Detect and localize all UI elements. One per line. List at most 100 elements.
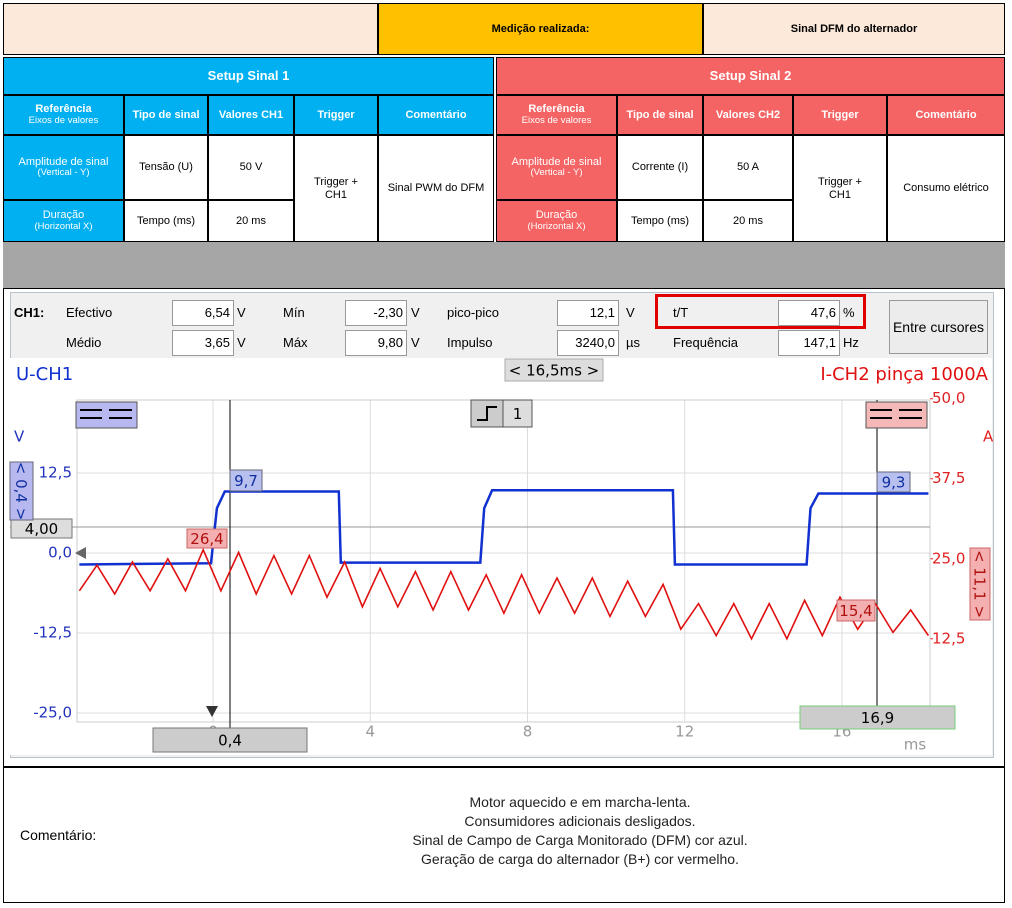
ch2-cursor-value — [836, 599, 876, 622]
highlight-box — [655, 294, 866, 329]
ch1-icon — [75, 401, 138, 429]
readout-label-text: Mín — [283, 304, 305, 320]
x-tick-label: 4 — [365, 723, 375, 741]
comment-lines-text: Sinal de Campo de Carga Monitorado (DFM)… — [412, 832, 748, 848]
column-header: Referência Eixos de valores — [3, 95, 124, 135]
column-header: Tipo de sinal — [617, 95, 703, 135]
readout-label: pico-pico — [447, 300, 547, 326]
comment-lines-text: Consumidores adicionais desligados. — [464, 813, 696, 830]
row-header: Duração (Horizontal X) — [3, 200, 124, 242]
cell: Sinal PWM do DFM — [378, 135, 494, 242]
gray-band — [3, 242, 1005, 288]
trigger-box-label: 1 — [513, 405, 523, 423]
readout-value: 3240,0 — [557, 330, 619, 356]
comment-lines: Motor aquecido e em marcha-lenta. Consumi… — [250, 786, 910, 876]
setup-title-text: Setup Sinal 1 — [207, 67, 290, 83]
readout-unit: V — [411, 300, 441, 326]
readout-value-text: 47,6 — [810, 304, 836, 320]
button-text: Entre cursores — [892, 318, 985, 335]
ch2-cursor-value — [186, 528, 228, 549]
ch2-icon — [865, 401, 928, 429]
column-header: Tipo de sinal — [124, 95, 208, 135]
readout-label-text: Frequência — [673, 334, 739, 350]
ch1-cursor-value-label: 9,3 — [882, 474, 906, 492]
readout-label: Frequência — [673, 330, 773, 356]
readout-unit-text: V — [411, 334, 420, 350]
readout-label: Máx — [283, 330, 383, 356]
x-tick-label: 8 — [523, 723, 533, 741]
readout-unit-text: V — [237, 304, 246, 320]
zero-marker — [75, 547, 86, 559]
channel-label-text: CH1: — [14, 304, 45, 320]
readout-value: -2,30 — [345, 300, 407, 326]
cell: 50 A — [703, 135, 793, 200]
readout-unit: V — [237, 300, 267, 326]
readout-unit: V — [411, 330, 441, 356]
row-header: Amplitude de sinal (Vertical - Y) — [496, 135, 617, 200]
row-header-text: (Vertical - Y) — [530, 167, 583, 179]
readout-unit: Hz — [843, 330, 873, 356]
readout-label: t/T — [673, 300, 773, 326]
setup-title: Setup Sinal 2 — [496, 57, 1005, 95]
ch2-scale — [969, 547, 991, 621]
column-header: Referência Eixos de valores — [496, 95, 617, 135]
column-header: Comentário — [887, 95, 1005, 135]
readout-unit: V — [237, 330, 267, 356]
readout-value: 6,54 — [172, 300, 234, 326]
row-header-text: Amplitude de sinal — [511, 155, 602, 168]
readout-label: Efectivo — [66, 300, 166, 326]
cursor-left-x-label: 0,4 — [218, 732, 242, 750]
cell: Consumo elétrico — [887, 135, 1005, 242]
readout-label-text: Efectivo — [66, 304, 113, 320]
series-line — [79, 489, 929, 566]
reference-level — [10, 518, 73, 539]
y2-tick-label: 25,0 — [932, 549, 965, 567]
column-header-text: Valores CH1 — [218, 108, 284, 121]
y2-tick-label: 50,0 — [932, 389, 965, 407]
button[interactable]: Entre cursores — [889, 300, 988, 354]
setup-title: Setup Sinal 1 — [3, 57, 494, 95]
readout-unit-text: V — [411, 304, 420, 320]
cell-text: Consumo elétrico — [903, 182, 989, 195]
series-line — [78, 547, 930, 641]
cell: Tempo (ms) — [617, 200, 703, 242]
x-axis-label: ms — [904, 736, 927, 754]
ch2-cursor-value-label: 15,4 — [839, 602, 872, 620]
legend-entry: U-CH1 — [16, 364, 73, 385]
cursor-left-x — [152, 727, 308, 753]
readout-value: 12,1 — [557, 300, 619, 326]
column-header-text: Referência — [35, 103, 92, 116]
readout-value: 3,65 — [172, 330, 234, 356]
readout-label-text: Impulso — [447, 334, 493, 350]
readout-value-text: 12,1 — [589, 304, 615, 320]
row-header-text: (Vertical - Y) — [37, 167, 90, 179]
column-header: Valores CH1 — [208, 95, 294, 135]
readout-unit-text: % — [843, 304, 855, 320]
y2-tick-label: 37,5 — [932, 469, 965, 487]
cell-text: 20 ms — [236, 214, 266, 227]
comment-box — [3, 767, 1005, 903]
readout-value-text: 6,54 — [204, 304, 230, 320]
cell: 50 V — [208, 135, 294, 200]
cell: 20 ms — [208, 200, 294, 242]
trigger-marker — [206, 706, 218, 717]
cursor-delta — [504, 358, 604, 382]
cell-text: 50 V — [239, 161, 263, 174]
y-tick-label: 12,5 — [39, 463, 72, 481]
setup-title-text: Setup Sinal 2 — [709, 67, 792, 83]
readout-unit-text: V — [626, 304, 635, 320]
trigger-box — [502, 399, 533, 428]
cell-text: Sinal PWM do DFM — [387, 182, 485, 195]
ch1-scale — [9, 461, 34, 521]
readout-value-text: -2,30 — [373, 304, 403, 320]
comment-label-text: Comentário: — [20, 826, 97, 843]
readout-label-text: Médio — [66, 334, 102, 350]
readout-value: 47,6 — [778, 300, 840, 326]
header-label-text: Medição realizada: — [491, 22, 590, 35]
row-header: Amplitude de sinal (Vertical - Y) — [3, 135, 124, 200]
y2-tick-label: 12,5 — [932, 629, 965, 647]
readout-label-text: Máx — [283, 334, 308, 350]
legend-entry: I-CH2 pinça 1000A — [820, 364, 988, 385]
cursor-delta-label: < 16,5ms > — [509, 362, 600, 380]
